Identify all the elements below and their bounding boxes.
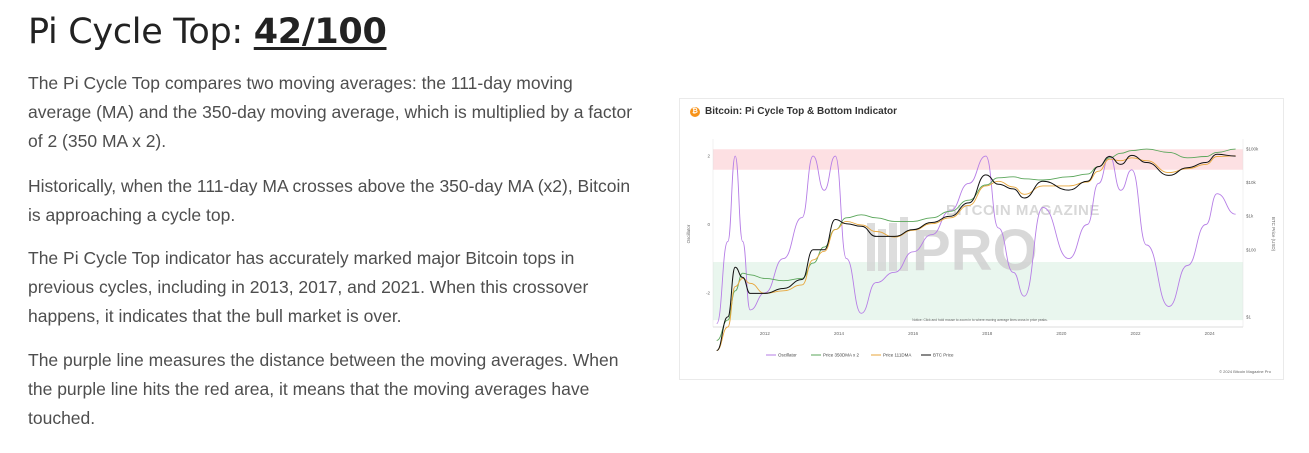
left-axis-label: Oscillator [686, 224, 691, 243]
x-tick-label: 2014 [834, 331, 845, 336]
right-tick-label: $100 [1246, 247, 1257, 252]
page-title: Pi Cycle Top: 42/100 [28, 12, 638, 52]
x-tick-label: 2020 [1056, 331, 1067, 336]
chart-title: ₿ Bitcoin: Pi Cycle Top & Bottom Indicat… [690, 106, 897, 117]
band-red [713, 149, 1243, 170]
chart-watermark: BITCOIN MAGAZINE PRO [867, 202, 1100, 283]
paragraph-crossover: Historically, when the 111-day MA crosse… [28, 176, 631, 225]
series-oscillator [716, 155, 1236, 325]
right-tick-label: $10k [1246, 180, 1257, 185]
series-price-350dma-x-2 [716, 148, 1236, 341]
right-tick-label: $100k [1246, 147, 1259, 152]
page-title-prefix: Pi Cycle Top: [28, 12, 254, 52]
right-axis-label: BTC Price (USD) [1271, 217, 1276, 252]
x-tick-label: 2016 [908, 331, 919, 336]
pi-cycle-chart[interactable]: BITCOIN MAGAZINE PRO 2012 2014 2016 2018 202… [680, 99, 1283, 379]
watermark-top-text: BITCOIN MAGAZINE [946, 202, 1100, 219]
paragraph-history: The Pi Cycle Top indicator has accuratel… [28, 248, 589, 326]
band-green [713, 262, 1243, 321]
chart-series [716, 148, 1236, 351]
paragraph-purple-line: The purple line measures the distance be… [28, 350, 619, 428]
left-tick-label: 2 [707, 154, 710, 159]
bitcoin-icon: ₿ [690, 106, 700, 117]
legend-label: BTC Price [933, 353, 954, 358]
chart-title-text: Bitcoin: Pi Cycle Top & Bottom Indicator [705, 106, 898, 117]
legend-label: Oscillator [778, 353, 797, 358]
right-tick-label: $1k [1246, 214, 1254, 219]
article: Pi Cycle Top: 42/100 The Pi Cycle Top co… [28, 0, 638, 428]
score-link[interactable]: 42/100 [253, 12, 387, 52]
watermark-logo-icon [867, 217, 908, 271]
series-price-111dma [716, 155, 1236, 351]
legend-label: Price 111DMA [883, 353, 911, 358]
left-tick-label: 0 [707, 222, 710, 227]
paragraph-intro: The Pi Cycle Top compares two moving ave… [28, 73, 633, 151]
x-tick-label: 2012 [760, 331, 771, 336]
watermark-main-text: PRO [912, 218, 1038, 283]
x-tick-label: 2018 [982, 331, 993, 336]
legend-label: Price 350DMA x 2 [823, 353, 860, 358]
chart-bands [713, 149, 1243, 321]
x-tick-label: 2024 [1205, 331, 1216, 336]
series-btc-price [716, 153, 1236, 351]
chart-card[interactable]: BITCOIN MAGAZINE PRO 2012 2014 2016 2018 202… [679, 98, 1284, 380]
chart-axes: 2012 2014 2016 2018 2020 2022 2024 2 0 -2 $100k $10… [706, 139, 1259, 336]
right-tick-label: $1 [1246, 314, 1252, 319]
x-tick-label: 2022 [1131, 331, 1142, 336]
chart-copyright: © 2024 Bitcoin Magazine Pro [1219, 369, 1272, 374]
left-tick-label: -2 [706, 290, 710, 295]
chart-legend: Oscillator Price 350DMA x 2 Price 111DMA BT… [766, 353, 954, 358]
chart-note: Notice: Click and hold mouse to zoom in … [912, 318, 1048, 322]
